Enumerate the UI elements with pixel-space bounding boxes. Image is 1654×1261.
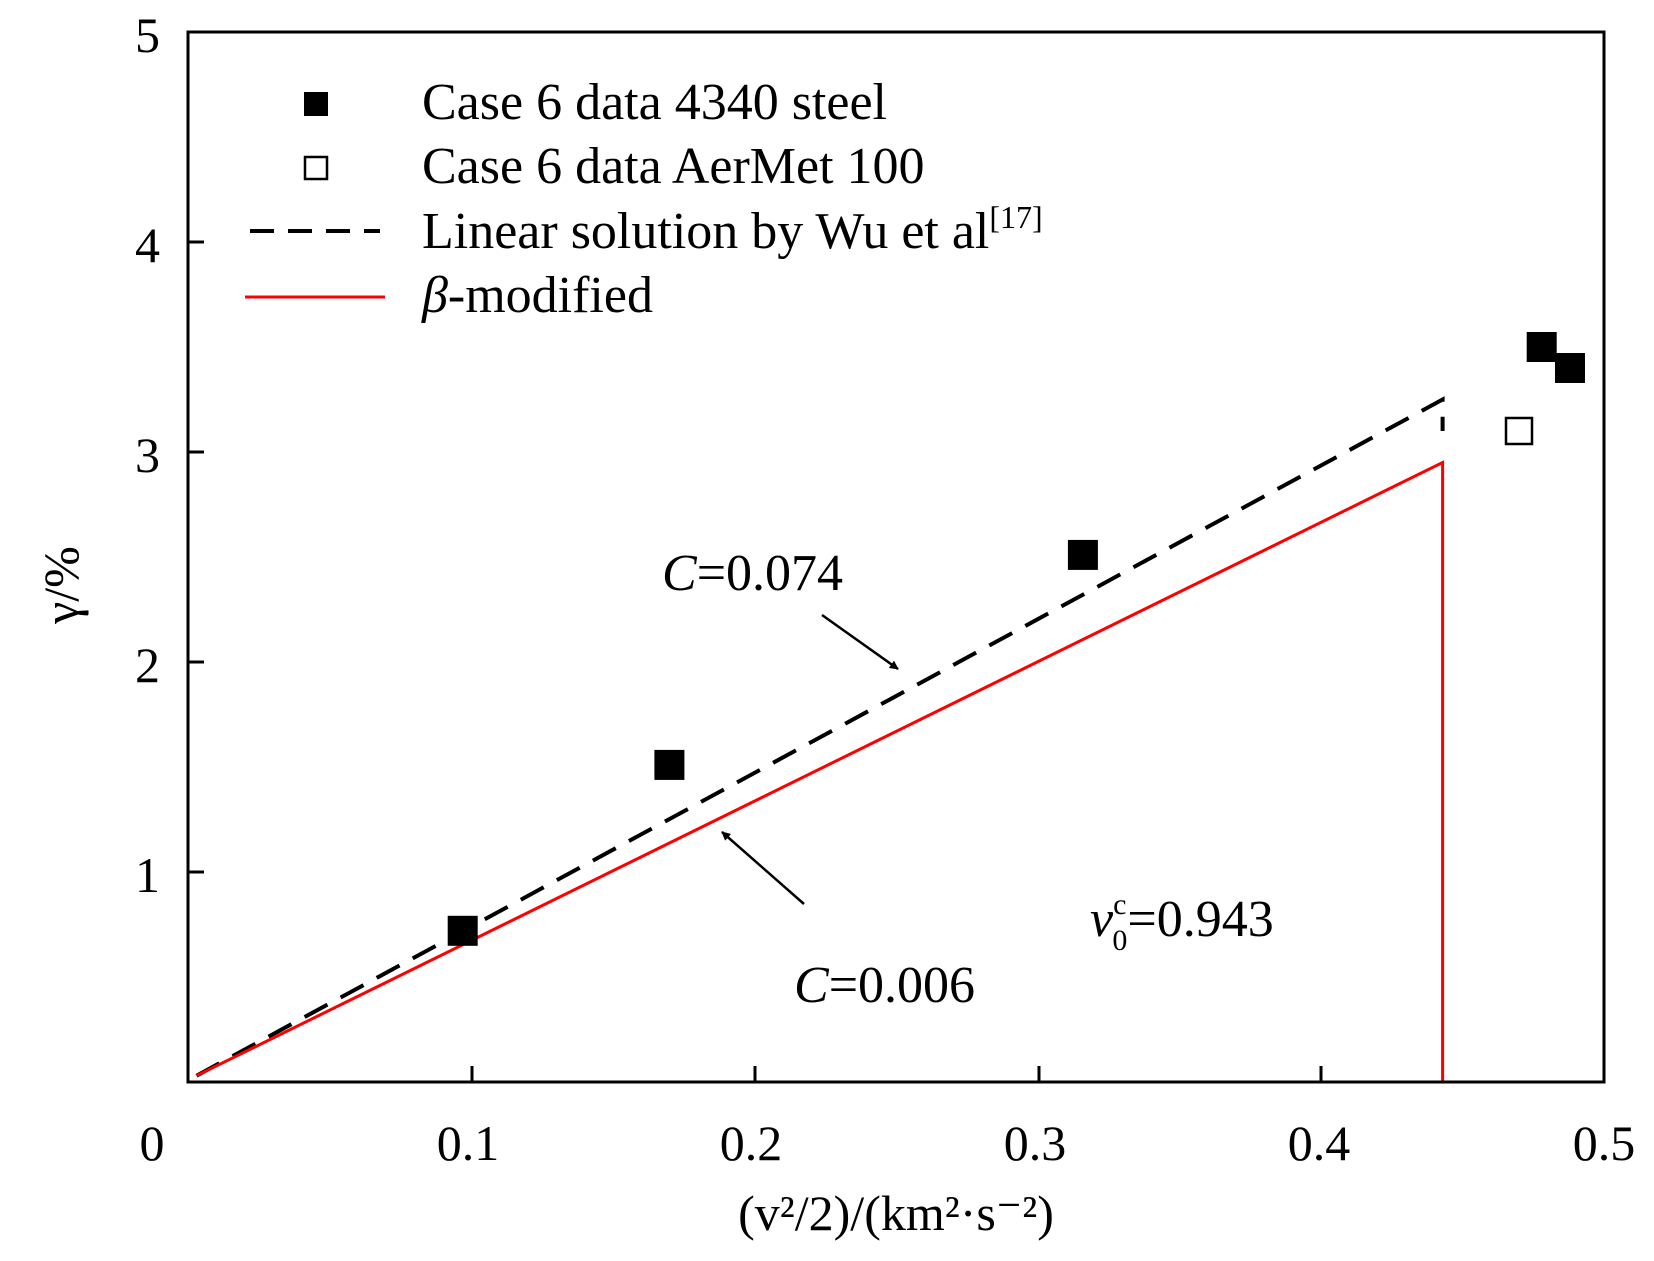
annotation-arrow-upper	[821, 613, 899, 671]
y-tick-marks	[188, 240, 204, 874]
legend-beta-modified-text: -modified	[448, 267, 653, 324]
y-tick-label-5: 5	[135, 7, 160, 63]
plot-frame	[186, 30, 1606, 1084]
annotation-c-0-074: C=0.074	[662, 545, 843, 602]
annotation-v0c-value: =0.943	[1127, 891, 1273, 948]
annotation-c-0-006-symbol: C	[794, 957, 830, 1014]
series-0-point-3	[1526, 332, 1557, 362]
y-axis-title: γ/%	[33, 546, 89, 625]
y-tick-labels: 1 2 3 4 5	[135, 7, 160, 903]
series-0-point-0	[447, 915, 478, 946]
legend-marker-open-square	[303, 155, 329, 181]
legend-label-beta-modified: β-modified	[421, 267, 653, 324]
annotation-v0c-0-943: vc 0=0.943	[1090, 888, 1274, 957]
y-tick-label-4: 4	[135, 217, 160, 273]
x-tick-label-4: 0.4	[1288, 1115, 1351, 1171]
x-tick-label-0: 0	[140, 1115, 165, 1171]
plot-layer	[195, 332, 1585, 1082]
annotation-v0c-superscript: c	[1113, 888, 1126, 921]
annotation-c-0-006-value: =0.006	[829, 957, 975, 1014]
x-axis-title: (v²/2)/(km²·s⁻²)	[738, 1185, 1054, 1241]
x-tick-label-1: 0.1	[437, 1115, 500, 1171]
annotations: C=0.074 C=0.006 vc 0=0.943	[662, 545, 1274, 1014]
legend-beta-symbol: β	[421, 267, 448, 324]
annotation-c-0-006: C=0.006	[794, 957, 975, 1014]
annotation-v0c-subscript: 0	[1112, 924, 1127, 957]
legend-label-linear-solution-text: Linear solution by Wu et al	[422, 203, 989, 260]
legend: Case 6 data 4340 steel Case 6 data AerMe…	[245, 74, 1043, 324]
annotation-v0c-symbol: v	[1090, 891, 1114, 948]
x-tick-label-2: 0.2	[720, 1115, 783, 1171]
series-1-point-0	[1504, 416, 1534, 446]
series-0-point-1	[654, 749, 685, 780]
y-tick-label-1: 1	[135, 847, 160, 903]
series-0-point-4	[1555, 353, 1585, 383]
series-3-line	[195, 460, 1445, 1082]
y-tick-label-2: 2	[135, 637, 160, 693]
legend-marker-filled-square	[304, 92, 328, 116]
legend-label-linear-solution: Linear solution by Wu et al[17]	[422, 199, 1043, 260]
x-tick-label-3: 0.3	[1004, 1115, 1067, 1171]
legend-label-4340-steel: Case 6 data 4340 steel	[422, 74, 887, 131]
y-tick-label-3: 3	[135, 427, 160, 483]
annotation-c-0-074-value: =0.074	[697, 545, 843, 602]
annotation-arrow-lower	[721, 831, 805, 905]
x-tick-marks	[470, 1066, 1323, 1082]
x-tick-label-5: 0.5	[1573, 1115, 1636, 1171]
series-0-point-2	[1067, 539, 1098, 570]
legend-reference-superscript: [17]	[989, 199, 1042, 235]
series-2-line	[195, 396, 1445, 1078]
x-tick-labels: 0 0.1 0.2 0.3 0.4 0.5	[140, 1115, 1636, 1171]
axis-frame	[186, 30, 1606, 1084]
annotation-c-0-074-symbol: C	[662, 545, 698, 602]
legend-label-aermet-100: Case 6 data AerMet 100	[422, 138, 925, 195]
